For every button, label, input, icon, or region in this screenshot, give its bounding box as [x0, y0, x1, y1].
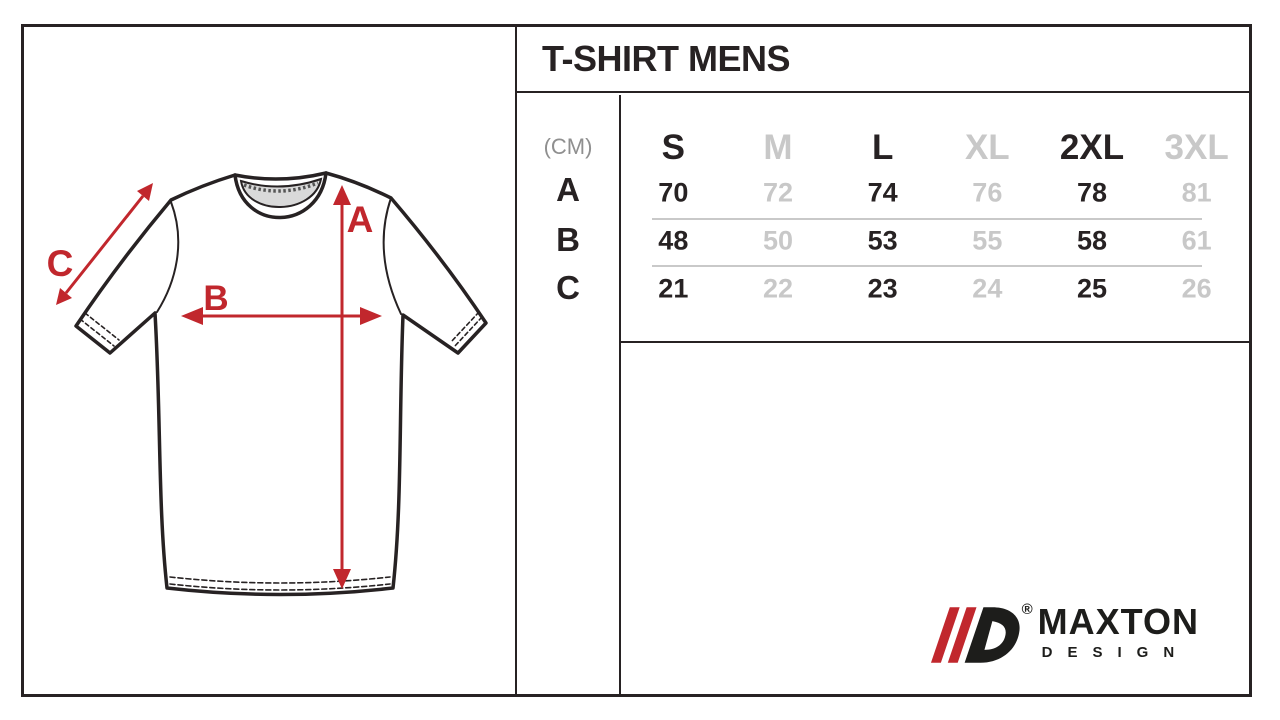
left-sleeve-seam	[156, 201, 180, 313]
left-cuff-stitch	[79, 318, 115, 347]
right-sleeve-seam	[382, 197, 402, 315]
measure-arrows	[56, 183, 382, 589]
label-a: A	[347, 199, 374, 240]
cell-c-l: 23	[867, 273, 898, 304]
maxton-design-logo: ® MAXTON DESIGN	[929, 601, 1199, 664]
table-content: (CM) A B C S M L XL 2XL 3XL 70	[517, 95, 1249, 694]
maxton-logo-mark-icon	[930, 607, 1020, 663]
collar-stitch	[243, 181, 319, 193]
logo-brand-text: MAXTON	[1037, 601, 1199, 642]
cell-b-xl: 55	[972, 225, 1003, 256]
tshirt-diagram-panel: A B C	[24, 27, 515, 694]
size-table: S M L XL 2XL 3XL 70 72 74 76 78 81	[621, 95, 1249, 343]
tshirt-outline	[74, 171, 488, 597]
unit-label: (CM)	[543, 134, 593, 159]
size-chart-panel: T-SHIRT MENS (CM) A B C S M L XL 2XL 3XL	[515, 27, 1249, 694]
sheet-frame: A B C T-SHIRT MENS (CM) A B C S M L	[21, 24, 1252, 697]
cell-a-3xl: 81	[1181, 177, 1212, 208]
cell-b-s: 48	[658, 225, 689, 256]
size-m: M	[763, 128, 793, 167]
row-separator	[652, 265, 1202, 267]
cell-c-3xl: 26	[1181, 273, 1212, 304]
cell-a-m: 72	[762, 177, 794, 208]
arrow-c	[64, 195, 145, 294]
measure-labels: A B C	[47, 199, 374, 318]
row-label-b: B	[556, 221, 580, 258]
page-title: T-SHIRT MENS	[517, 27, 1249, 93]
size-header-row: S M L XL 2XL 3XL	[621, 128, 1249, 168]
row-label-a: A	[556, 171, 580, 208]
row-separator	[652, 218, 1202, 220]
size-l: L	[871, 128, 894, 167]
registered-mark: ®	[1021, 601, 1033, 618]
cell-c-2xl: 25	[1076, 273, 1108, 304]
logo-zone: ® MAXTON DESIGN	[621, 343, 1249, 694]
label-c: C	[47, 243, 74, 284]
cell-c-s: 21	[658, 273, 689, 304]
cell-a-l: 74	[867, 177, 898, 208]
label-b: B	[203, 279, 228, 318]
cell-c-xl: 24	[972, 273, 1003, 304]
cell-a-s: 70	[658, 177, 689, 208]
hem-stitch	[169, 576, 391, 584]
table-row-a: 70 72 74 76 78 81	[621, 178, 1249, 209]
collar	[233, 171, 328, 220]
size-xl: XL	[964, 128, 1010, 167]
size-s: S	[661, 128, 685, 167]
cell-a-xl: 76	[972, 177, 1003, 208]
cell-a-2xl: 78	[1076, 177, 1108, 208]
logo-text: MAXTON DESIGN	[1037, 601, 1199, 662]
size-2xl: 2XL	[1059, 128, 1125, 167]
size-3xl: 3XL	[1164, 128, 1229, 167]
cell-b-3xl: 61	[1181, 225, 1212, 256]
values-column: S M L XL 2XL 3XL 70 72 74 76 78 81	[621, 95, 1249, 694]
right-cuff-stitch	[453, 316, 483, 348]
table-row-b: 48 50 53 55 58 61	[621, 226, 1249, 257]
logo-sub-text: DESIGN	[1041, 644, 1190, 661]
row-label-c: C	[556, 269, 580, 306]
cell-b-l: 53	[867, 225, 898, 256]
table-row-c: 21 22 23 24 25 26	[621, 274, 1249, 305]
cell-b-m: 50	[762, 225, 794, 256]
measurement-labels-column: (CM) A B C	[517, 95, 621, 694]
cell-c-m: 22	[762, 273, 794, 304]
tshirt-diagram: A B C	[47, 171, 488, 597]
cell-b-2xl: 58	[1076, 225, 1108, 256]
